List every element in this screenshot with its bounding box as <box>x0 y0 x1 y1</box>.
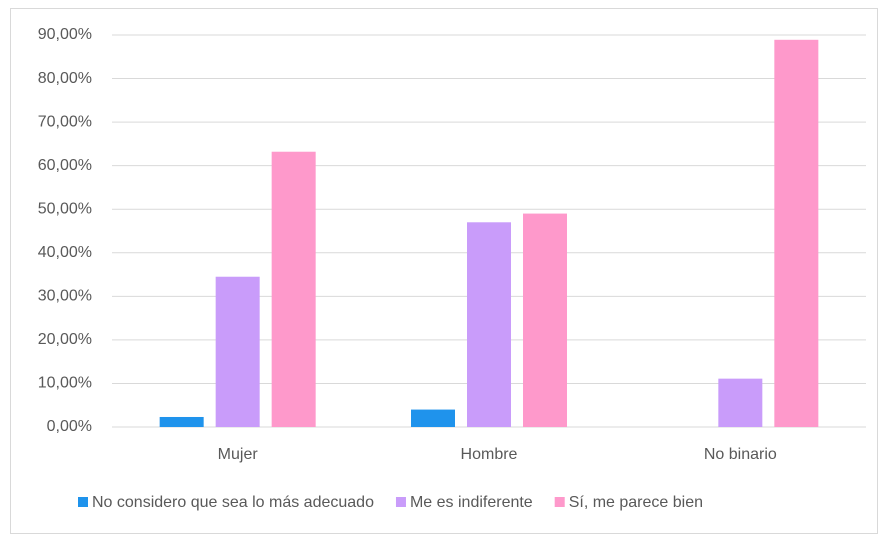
bar <box>411 409 455 427</box>
y-tick-label: 50,00% <box>38 200 92 217</box>
y-tick-label: 30,00% <box>38 288 92 305</box>
y-tick-label: 60,00% <box>38 157 92 174</box>
legend-swatch <box>78 497 88 507</box>
legend-label: Sí, me parece bien <box>569 494 703 511</box>
bar <box>718 378 763 427</box>
bar <box>774 39 819 428</box>
x-tick-label: No binario <box>704 446 777 463</box>
x-tick-label: Hombre <box>461 446 518 463</box>
x-tick-label: Mujer <box>218 446 259 463</box>
y-tick-label: 40,00% <box>38 244 92 261</box>
bar <box>523 213 567 427</box>
y-tick-label: 80,00% <box>38 70 92 87</box>
legend-swatch <box>395 497 406 507</box>
y-tick-label: 20,00% <box>38 331 92 348</box>
bar <box>467 222 511 427</box>
legend-label: No considero que sea lo más adecuado <box>92 494 374 511</box>
y-tick-label: 10,00% <box>38 375 92 392</box>
legend-swatch <box>554 497 565 507</box>
bar <box>215 276 260 427</box>
chart-frame <box>10 8 878 534</box>
y-tick-label: 90,00% <box>38 26 92 43</box>
bar <box>159 416 204 427</box>
bar <box>271 151 316 427</box>
y-tick-label: 0,00% <box>47 418 92 435</box>
legend-label: Me es indiferente <box>410 494 533 511</box>
y-tick-label: 70,00% <box>38 113 92 130</box>
